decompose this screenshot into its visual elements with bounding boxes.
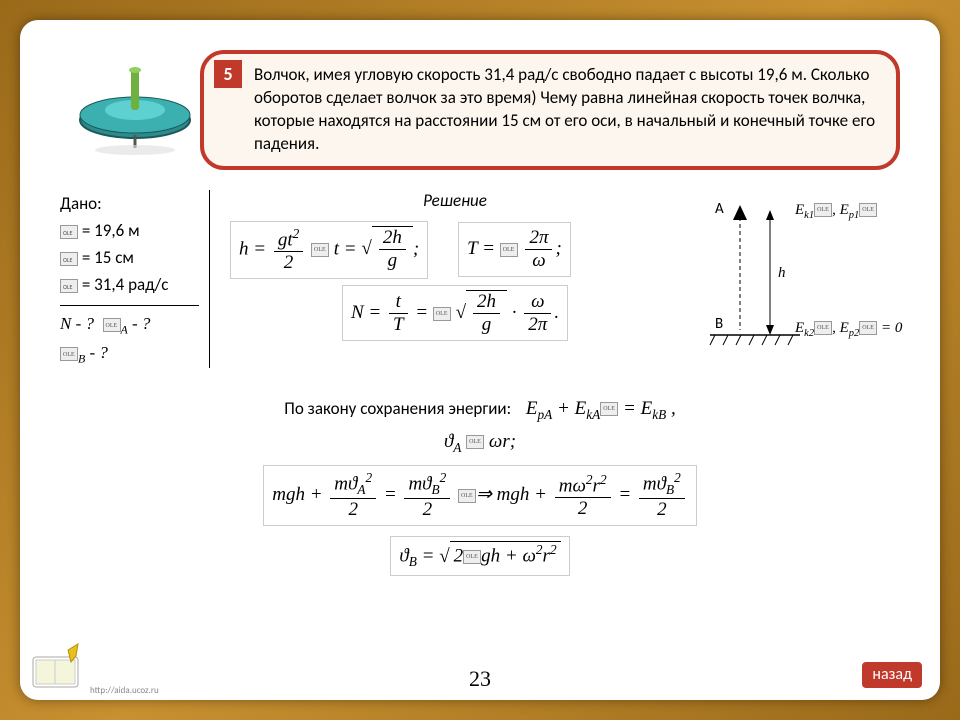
problem-text: Волчок, имея угловую скорость 31,4 рад/с… — [254, 64, 875, 154]
formula-energy-balance: mgh + mϑA22 = mϑB22 ⇒ mgh + mω2r22 = mϑB… — [60, 465, 900, 526]
var-vA-icon — [103, 318, 121, 332]
conservation-eq: EpA + EkA = EkB , — [526, 398, 676, 419]
page-number: 23 — [469, 666, 491, 692]
var-omega-icon — [60, 279, 78, 293]
problem-number: 5 — [214, 60, 242, 88]
solution-title: Решение — [230, 190, 680, 211]
var-h-icon — [60, 225, 78, 239]
point-A: А — [715, 200, 724, 218]
var-vB-icon — [60, 347, 78, 361]
solution-block: Решение h = gt22 t = 2hg; T = 2πω; N = — [230, 190, 680, 390]
given-omega: = 31,4 рад/с — [60, 271, 199, 298]
ole-icon — [500, 243, 518, 257]
ole-icon — [311, 243, 329, 257]
ole-icon — [433, 307, 451, 321]
energy-top: Ek1, Ep1 — [795, 202, 877, 221]
slide-page: 5 Волчок, имея угловую скорость 31,4 рад… — [20, 20, 940, 700]
formula-vB-final: ϑB = 2gh + ω2r2 — [60, 536, 900, 575]
notebook-icon — [28, 642, 88, 692]
question-N: N - ? — [60, 314, 94, 333]
given-block: Дано: = 19,6 м = 15 см = 31,4 рад/с N - … — [60, 190, 210, 369]
label-h: h — [778, 265, 786, 282]
problem-statement: 5 Волчок, имея угловую скорость 31,4 рад… — [200, 50, 900, 170]
given-title: Дано: — [60, 190, 199, 217]
conservation-law-text: По закону сохранения энергии: — [284, 398, 511, 419]
point-B: В — [715, 315, 723, 333]
source-link: http://aida.ucoz.ru — [90, 685, 159, 696]
formula-vA: ϑA ωr; — [60, 431, 900, 456]
center-formulas: По закону сохранения энергии: EpA + EkA … — [60, 398, 900, 576]
var-r-icon — [60, 252, 78, 266]
back-button[interactable]: назад — [862, 662, 922, 688]
formula-h-t: h = gt22 t = 2hg; T = 2πω; — [230, 221, 680, 279]
question-vB: - ? — [90, 343, 108, 362]
formula-N: N = tT = 2hg · ω2π. — [230, 285, 680, 341]
content-columns: Дано: = 19,6 м = 15 см = 31,4 рад/с N - … — [60, 190, 900, 390]
given-r: = 15 см — [60, 244, 199, 271]
spinning-top-image — [65, 60, 205, 160]
fall-diagram: А В h Ek1, Ep1 Ek2, Ep2 = 0 — [700, 190, 900, 370]
given-h: = 19,6 м — [60, 217, 199, 244]
energy-bottom: Ek2, Ep2 = 0 — [795, 320, 902, 339]
